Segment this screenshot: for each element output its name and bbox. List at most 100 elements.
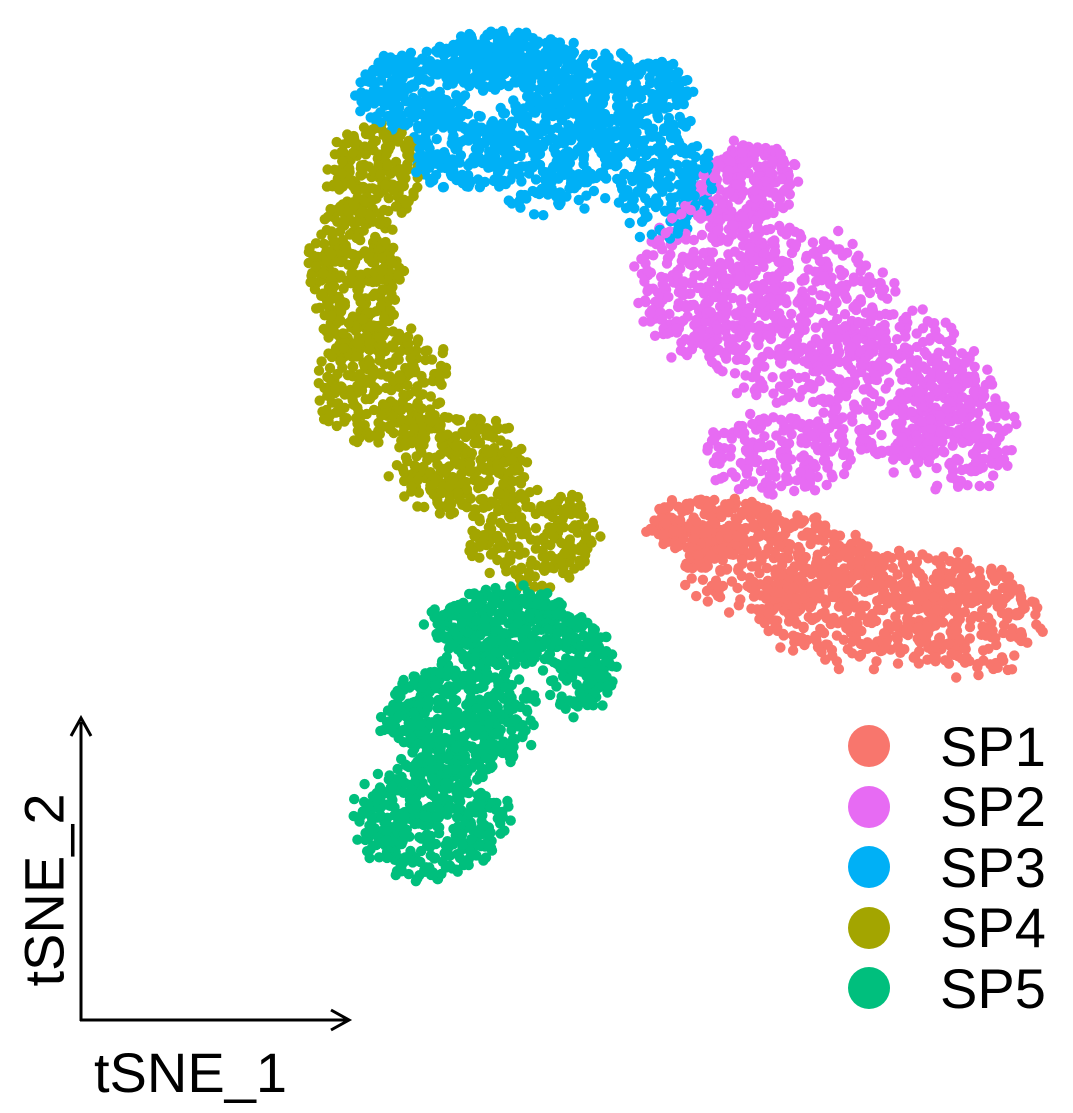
point-sp3 — [690, 151, 701, 163]
point-sp2 — [809, 485, 821, 496]
point-sp5 — [505, 581, 516, 592]
point-sp2 — [951, 453, 962, 465]
point-sp2 — [906, 370, 917, 382]
point-sp1 — [761, 562, 773, 574]
point-sp4 — [532, 484, 543, 496]
point-sp5 — [518, 692, 530, 704]
point-sp1 — [672, 539, 683, 551]
point-sp2 — [804, 469, 815, 480]
point-sp2 — [738, 231, 750, 242]
point-sp2 — [956, 348, 968, 359]
point-sp3 — [615, 48, 627, 59]
point-sp1 — [690, 525, 701, 537]
point-sp3 — [355, 77, 366, 88]
point-sp1 — [973, 611, 985, 623]
point-sp4 — [352, 436, 363, 448]
point-sp2 — [818, 236, 830, 247]
point-sp4 — [525, 534, 537, 545]
point-sp4 — [425, 391, 436, 402]
point-sp2 — [656, 271, 667, 283]
point-sp1 — [922, 553, 934, 564]
point-sp2 — [907, 305, 918, 316]
point-sp4 — [521, 457, 533, 468]
point-sp1 — [686, 573, 697, 584]
point-sp5 — [359, 778, 370, 790]
point-sp2 — [888, 454, 899, 465]
point-sp2 — [729, 368, 741, 379]
point-sp2 — [866, 437, 877, 449]
point-sp5 — [364, 852, 375, 864]
point-sp1 — [775, 642, 786, 653]
point-sp2 — [947, 472, 958, 483]
point-sp2 — [841, 460, 852, 471]
point-sp2 — [999, 401, 1010, 412]
point-sp5 — [442, 836, 453, 847]
point-sp5 — [437, 697, 449, 709]
point-sp2 — [782, 462, 793, 474]
point-sp5 — [526, 739, 537, 751]
point-sp3 — [627, 175, 638, 187]
point-sp2 — [806, 297, 817, 308]
point-sp4 — [387, 224, 398, 235]
point-sp3 — [424, 55, 436, 67]
point-sp2 — [966, 464, 977, 475]
point-sp2 — [833, 225, 844, 237]
point-sp5 — [403, 698, 414, 709]
point-sp2 — [779, 281, 790, 293]
point-sp4 — [474, 552, 485, 563]
point-sp5 — [372, 768, 384, 780]
point-sp2 — [839, 309, 851, 320]
point-sp2 — [946, 334, 957, 346]
point-sp2 — [691, 316, 702, 328]
point-sp4 — [492, 554, 503, 566]
point-sp2 — [926, 368, 937, 379]
point-sp3 — [530, 174, 542, 185]
point-sp2 — [731, 388, 743, 399]
point-sp4 — [437, 347, 448, 359]
point-sp3 — [564, 183, 575, 194]
point-sp3 — [624, 217, 635, 229]
point-sp2 — [794, 228, 805, 240]
point-sp4 — [484, 466, 495, 477]
point-sp4 — [536, 580, 548, 591]
point-sp1 — [649, 515, 660, 526]
point-sp2 — [738, 382, 750, 393]
point-sp2 — [848, 276, 859, 287]
point-sp4 — [387, 326, 399, 337]
point-sp4 — [386, 340, 397, 351]
point-sp2 — [906, 406, 917, 417]
point-sp5 — [554, 699, 566, 710]
point-sp3 — [482, 29, 493, 40]
point-sp3 — [470, 143, 482, 154]
point-sp1 — [820, 598, 832, 609]
point-sp4 — [495, 435, 506, 446]
point-sp4 — [335, 270, 346, 281]
point-sp2 — [807, 237, 819, 248]
point-sp2 — [881, 364, 892, 375]
point-sp3 — [668, 58, 679, 70]
point-sp2 — [891, 349, 902, 361]
point-sp1 — [746, 561, 758, 572]
point-sp2 — [890, 286, 901, 297]
point-sp2 — [891, 334, 903, 345]
point-sp2 — [838, 449, 849, 461]
point-sp2 — [815, 394, 826, 405]
point-sp2 — [983, 480, 995, 492]
point-sp2 — [967, 448, 979, 460]
point-sp1 — [833, 663, 845, 675]
point-sp2 — [847, 238, 858, 250]
point-sp5 — [561, 675, 572, 686]
point-sp2 — [853, 250, 864, 261]
point-sp3 — [409, 81, 420, 92]
point-sp2 — [813, 303, 825, 315]
point-sp4 — [366, 430, 377, 441]
point-sp3 — [527, 127, 539, 139]
point-sp1 — [726, 576, 738, 587]
point-sp4 — [541, 552, 552, 563]
point-sp4 — [337, 234, 348, 246]
point-sp3 — [455, 110, 466, 121]
point-sp2 — [645, 316, 656, 327]
point-sp5 — [436, 868, 447, 880]
point-sp4 — [331, 420, 342, 432]
point-sp2 — [799, 273, 810, 284]
